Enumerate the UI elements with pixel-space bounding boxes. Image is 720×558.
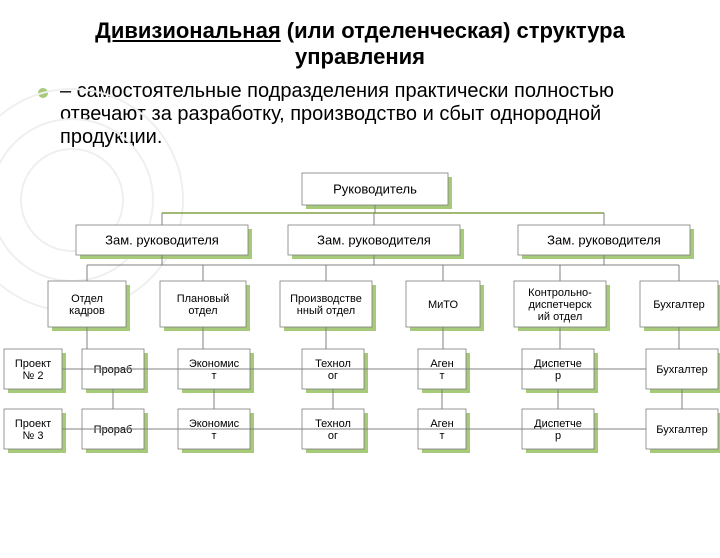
- svg-text:Зам. руководителя: Зам. руководителя: [317, 232, 431, 247]
- svg-text:Технол: Технол: [315, 418, 351, 430]
- svg-text:ог: ог: [328, 370, 338, 382]
- svg-text:Бухгалтер: Бухгалтер: [656, 364, 707, 376]
- chart-node: Зам. руководителя: [288, 225, 464, 259]
- chart-node: Проект№ 3: [4, 409, 66, 453]
- svg-text:Диспетче: Диспетче: [534, 358, 582, 370]
- svg-text:т: т: [211, 370, 216, 382]
- chart-node: Технолог: [302, 349, 368, 393]
- svg-text:кадров: кадров: [69, 305, 105, 317]
- svg-text:т: т: [439, 370, 444, 382]
- chart-node: Технолог: [302, 409, 368, 453]
- svg-text:ог: ог: [328, 430, 338, 442]
- svg-text:диспетчерск: диспетчерск: [528, 299, 591, 311]
- chart-node: Прораб: [82, 349, 148, 393]
- svg-text:№ 2: № 2: [23, 370, 44, 382]
- chart-node: Агент: [418, 409, 470, 453]
- chart-node: Прораб: [82, 409, 148, 453]
- chart-node: Экономист: [178, 409, 254, 453]
- chart-node: Бухгалтер: [646, 349, 720, 393]
- chart-node: МиТО: [406, 281, 484, 331]
- svg-text:Прораб: Прораб: [94, 424, 133, 436]
- svg-text:№ 3: № 3: [23, 430, 44, 442]
- svg-text:т: т: [211, 430, 216, 442]
- chart-node: Контрольно-диспетчерский отдел: [514, 281, 610, 331]
- chart-node: Зам. руководителя: [518, 225, 694, 259]
- svg-text:отдел: отдел: [188, 305, 217, 317]
- svg-text:т: т: [439, 430, 444, 442]
- chart-node: Плановыйотдел: [160, 281, 250, 331]
- svg-text:Аген: Аген: [430, 358, 453, 370]
- chart-node: Зам. руководителя: [76, 225, 252, 259]
- svg-text:Экономис: Экономис: [189, 418, 240, 430]
- svg-text:Экономис: Экономис: [189, 358, 240, 370]
- svg-text:Диспетче: Диспетче: [534, 418, 582, 430]
- svg-text:Проект: Проект: [15, 358, 51, 370]
- chart-node: Бухгалтер: [646, 409, 720, 453]
- chart-node: Проект№ 2: [4, 349, 66, 393]
- org-chart: Руководитель Зам. руководителя Зам. руково…: [0, 163, 720, 483]
- chart-node: Руководитель: [302, 173, 452, 209]
- svg-text:р: р: [555, 430, 561, 442]
- svg-text:Производстве: Производстве: [290, 293, 362, 305]
- svg-text:Бухгалтер: Бухгалтер: [656, 424, 707, 436]
- svg-text:Контрольно-: Контрольно-: [528, 287, 592, 299]
- svg-text:Бухгалтер: Бухгалтер: [653, 299, 704, 311]
- svg-text:МиТО: МиТО: [428, 299, 459, 311]
- chart-node: Бухгалтер: [640, 281, 720, 331]
- chart-node: Производственный отдел: [280, 281, 376, 331]
- svg-text:Плановый: Плановый: [177, 293, 230, 305]
- chart-node: Экономист: [178, 349, 254, 393]
- title-underlined: Дивизиональная: [95, 18, 281, 43]
- chart-node: Агент: [418, 349, 470, 393]
- chart-node: Диспетчер: [522, 409, 598, 453]
- svg-text:ий отдел: ий отдел: [538, 311, 582, 323]
- svg-text:Аген: Аген: [430, 418, 453, 430]
- svg-text:Руководитель: Руководитель: [333, 181, 417, 196]
- chart-node: Диспетчер: [522, 349, 598, 393]
- title-rest: (или отделенческая) структура управления: [281, 18, 625, 69]
- svg-text:нный отдел: нный отдел: [297, 305, 355, 317]
- svg-text:р: р: [555, 370, 561, 382]
- svg-text:Технол: Технол: [315, 358, 351, 370]
- page-title: Дивизиональная (или отделенческая) струк…: [40, 18, 680, 70]
- chart-node: Отделкадров: [48, 281, 130, 331]
- svg-text:Отдел: Отдел: [71, 293, 103, 305]
- svg-text:Прораб: Прораб: [94, 364, 133, 376]
- svg-text:Зам. руководителя: Зам. руководителя: [547, 232, 661, 247]
- svg-text:Зам. руководителя: Зам. руководителя: [105, 232, 219, 247]
- svg-text:Проект: Проект: [15, 418, 51, 430]
